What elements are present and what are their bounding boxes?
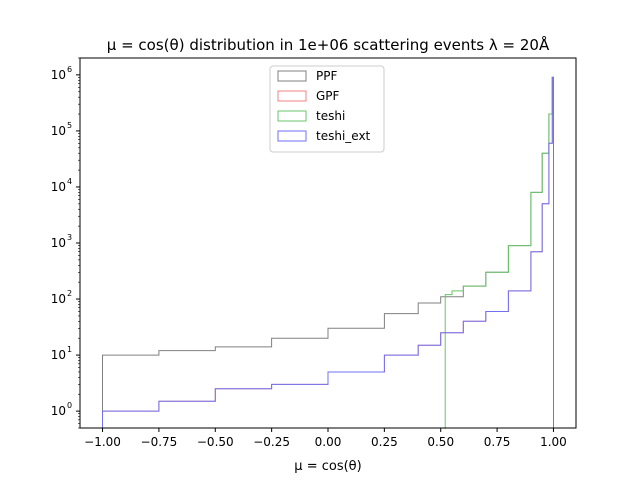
y-tick-exponent: 4 [67,177,72,186]
x-tick-label: 0.75 [484,435,511,449]
x-tick-label: 0.25 [371,435,398,449]
y-tick-exponent: 3 [67,233,72,242]
y-tick-label: 10 [51,292,66,306]
x-tick-label: 1.00 [540,435,567,449]
x-tick-label: 0.00 [315,435,342,449]
y-tick-label: 10 [51,124,66,138]
legend-swatch-teshi-ext [277,130,307,142]
series-teshi-ext-line [102,76,554,429]
x-axis: −1.00 −0.75 −0.50 −0.25 0.00 0.25 0.50 0.75 1.00 [84,428,567,449]
y-tick-exponent: 5 [67,121,72,130]
y-tick-exponent: 0 [67,401,72,410]
x-tick-label: −0.50 [197,435,234,449]
series-layer [102,76,554,429]
y-tick-label: 10 [51,348,66,362]
y-tick-label: 10 [51,68,66,82]
y-tick-label: 10 [51,180,66,194]
x-axis-label: μ = cos(θ) [294,459,361,474]
legend-swatch-GPF [277,90,307,102]
legend-label-teshi: teshi [316,109,345,123]
legend-label-GPF: GPF [316,89,340,103]
legend-label-teshi-ext: teshi_ext [316,129,371,143]
y-tick-label: 10 [51,236,66,250]
y-tick-exponent: 1 [67,345,72,354]
x-tick-label: 0.50 [427,435,454,449]
chart-title: μ = cos(θ) distribution in 1e+06 scatter… [107,35,550,54]
y-tick-exponent: 2 [67,289,72,298]
x-tick-label: −0.25 [253,435,290,449]
legend: PPF GPF teshi teshi_ext [269,65,385,153]
legend-swatch-teshi [277,110,307,122]
series-teshi-line [444,76,554,429]
y-tick-exponent: 6 [67,65,72,74]
legend-swatch-PPF [277,70,307,82]
y-tick-label: 10 [51,404,66,418]
x-tick-label: −1.00 [84,435,121,449]
x-tick-label: −0.75 [141,435,178,449]
legend-label-PPF: PPF [316,69,337,83]
